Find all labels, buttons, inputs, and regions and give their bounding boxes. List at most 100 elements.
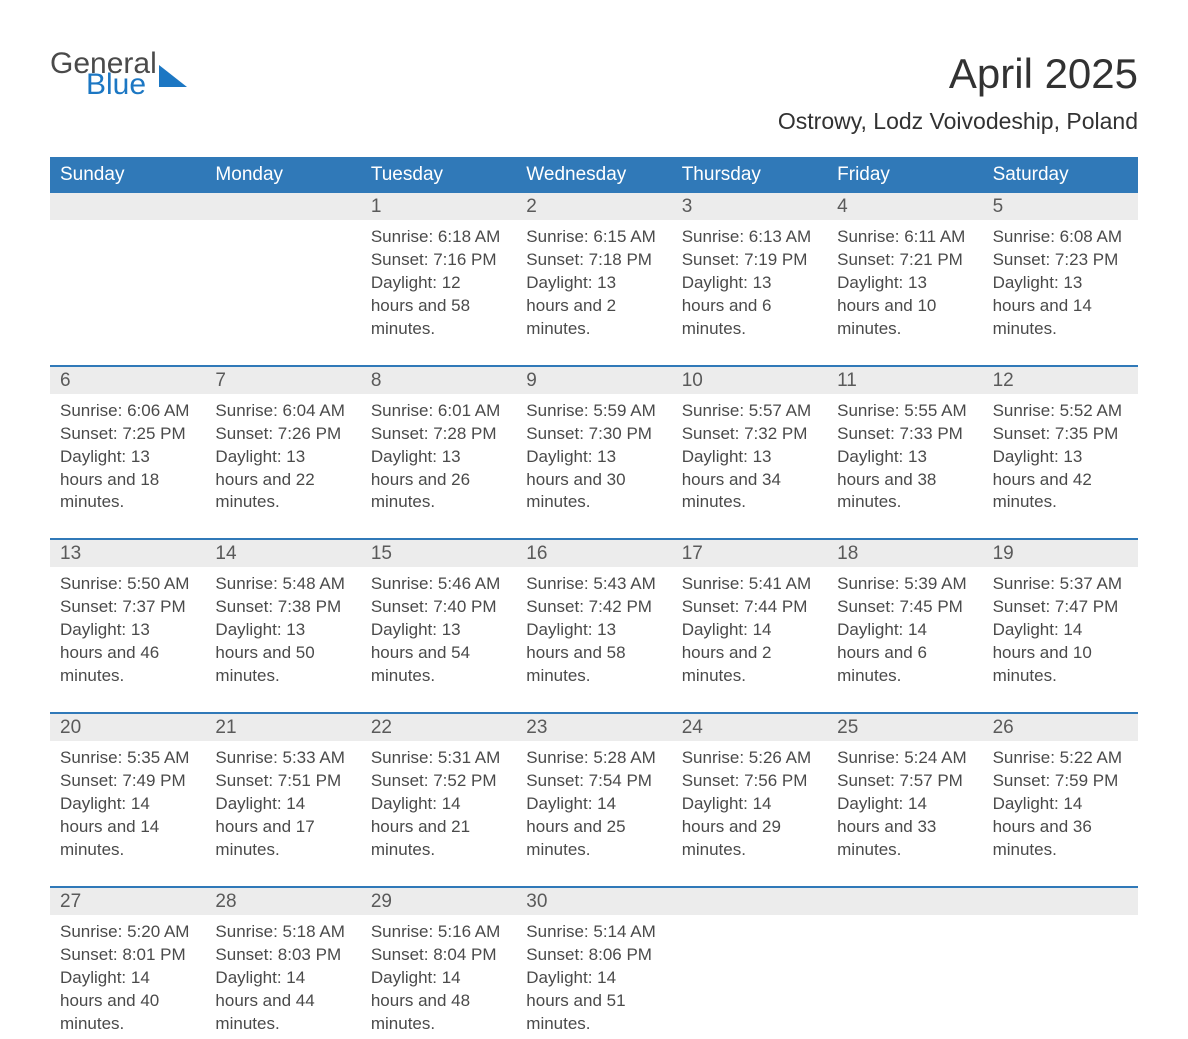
day-line: Sunset: 7:26 PM	[215, 423, 350, 446]
day-cell	[50, 220, 205, 345]
day-cell: Sunrise: 5:20 AMSunset: 8:01 PMDaylight:…	[50, 915, 205, 1039]
day-line: Daylight: 14 hours and 17 minutes.	[215, 793, 350, 862]
daynum-row: 20212223242526	[50, 714, 1138, 741]
day-line: Daylight: 14 hours and 29 minutes.	[682, 793, 817, 862]
logo: General Blue	[50, 50, 187, 98]
day-cell: Sunrise: 6:08 AMSunset: 7:23 PMDaylight:…	[983, 220, 1138, 345]
day-number: 19	[983, 540, 1138, 567]
day-line: Sunset: 8:04 PM	[371, 944, 506, 967]
week-cells: Sunrise: 5:20 AMSunset: 8:01 PMDaylight:…	[50, 915, 1138, 1039]
weekday-label: Monday	[205, 157, 360, 193]
weekday-label: Friday	[827, 157, 982, 193]
day-line: Sunset: 7:21 PM	[837, 249, 972, 272]
day-line: Daylight: 13 hours and 42 minutes.	[993, 446, 1128, 515]
day-cell	[827, 915, 982, 1039]
day-line: Sunset: 7:19 PM	[682, 249, 817, 272]
day-line: Sunset: 7:33 PM	[837, 423, 972, 446]
day-number: 16	[516, 540, 671, 567]
day-cell: Sunrise: 5:14 AMSunset: 8:06 PMDaylight:…	[516, 915, 671, 1039]
day-line: Sunrise: 5:55 AM	[837, 400, 972, 423]
day-number: 25	[827, 714, 982, 741]
day-line: Sunset: 7:28 PM	[371, 423, 506, 446]
day-line: Daylight: 14 hours and 51 minutes.	[526, 967, 661, 1036]
day-cell: Sunrise: 6:18 AMSunset: 7:16 PMDaylight:…	[361, 220, 516, 345]
day-line: Sunrise: 5:43 AM	[526, 573, 661, 596]
day-line: Daylight: 13 hours and 22 minutes.	[215, 446, 350, 515]
day-number: 10	[672, 367, 827, 394]
day-line: Daylight: 13 hours and 2 minutes.	[526, 272, 661, 341]
week-cells: Sunrise: 5:35 AMSunset: 7:49 PM Daylight:…	[50, 741, 1138, 866]
day-cell: Sunrise: 5:55 AMSunset: 7:33 PMDaylight:…	[827, 394, 982, 519]
day-cell: Sunrise: 6:15 AMSunset: 7:18 PMDaylight:…	[516, 220, 671, 345]
day-line: Sunrise: 5:14 AM	[526, 921, 661, 944]
day-line: Daylight: 13 hours and 18 minutes.	[60, 446, 195, 515]
day-line: Daylight: 14 hours and 40 minutes.	[60, 967, 195, 1036]
day-line: Sunset: 7:49 PM	[60, 770, 195, 793]
week: 12345Sunrise: 6:18 AMSunset: 7:16 PMDayl…	[50, 193, 1138, 345]
day-number: 30	[516, 888, 671, 915]
day-cell: Sunrise: 6:01 AMSunset: 7:28 PMDaylight:…	[361, 394, 516, 519]
week-cells: Sunrise: 6:06 AMSunset: 7:25 PMDaylight:…	[50, 394, 1138, 519]
day-line: Daylight: 14 hours and 44 minutes.	[215, 967, 350, 1036]
week-cells: Sunrise: 5:50 AMSunset: 7:37 PMDaylight:…	[50, 567, 1138, 692]
day-number: 3	[672, 193, 827, 220]
day-cell: Sunrise: 5:31 AMSunset: 7:52 PMDaylight:…	[361, 741, 516, 866]
day-line: Sunrise: 5:35 AM	[60, 747, 195, 770]
day-line: Daylight: 13 hours and 14 minutes.	[993, 272, 1128, 341]
daynum-row: 13141516171819	[50, 540, 1138, 567]
day-line: Sunrise: 5:37 AM	[993, 573, 1128, 596]
day-cell: Sunrise: 6:04 AMSunset: 7:26 PMDaylight:…	[205, 394, 360, 519]
day-line: Daylight: 13 hours and 46 minutes.	[60, 619, 195, 688]
day-line: Sunrise: 5:22 AM	[993, 747, 1128, 770]
day-number	[672, 888, 827, 915]
day-line: Daylight: 14 hours and 36 minutes.	[993, 793, 1128, 862]
week: 27282930Sunrise: 5:20 AMSunset: 8:01 PMD…	[50, 886, 1138, 1039]
day-line: Sunset: 7:54 PM	[526, 770, 661, 793]
daynum-row: 6789101112	[50, 367, 1138, 394]
day-cell: Sunrise: 5:26 AMSunset: 7:56 PMDaylight:…	[672, 741, 827, 866]
day-line: Sunset: 7:52 PM	[371, 770, 506, 793]
day-number	[205, 193, 360, 220]
day-line: Sunrise: 5:59 AM	[526, 400, 661, 423]
day-cell: Sunrise: 5:43 AMSunset: 7:42 PMDaylight:…	[516, 567, 671, 692]
day-line: Sunrise: 5:46 AM	[371, 573, 506, 596]
day-cell: Sunrise: 5:39 AMSunset: 7:45 PMDaylight:…	[827, 567, 982, 692]
week: 6789101112Sunrise: 6:06 AMSunset: 7:25 P…	[50, 365, 1138, 519]
week: 20212223242526Sunrise: 5:35 AMSunset: 7:…	[50, 712, 1138, 866]
day-number: 6	[50, 367, 205, 394]
logo-triangle-icon	[159, 65, 187, 87]
day-line: Sunrise: 6:08 AM	[993, 226, 1128, 249]
day-cell	[205, 220, 360, 345]
day-line: Sunset: 7:44 PM	[682, 596, 817, 619]
day-line: Daylight: 13 hours and 30 minutes.	[526, 446, 661, 515]
day-line: Daylight: 14 hours and 48 minutes.	[371, 967, 506, 1036]
day-line: Daylight: 14 hours and 10 minutes.	[993, 619, 1128, 688]
day-line: Sunset: 7:25 PM	[60, 423, 195, 446]
day-line: Sunset: 7:16 PM	[371, 249, 506, 272]
day-number	[827, 888, 982, 915]
day-line: Sunrise: 6:18 AM	[371, 226, 506, 249]
day-number: 29	[361, 888, 516, 915]
day-line: Daylight: 14 hours and 2 minutes.	[682, 619, 817, 688]
day-line: Daylight: 13 hours and 10 minutes.	[837, 272, 972, 341]
day-line: Sunrise: 6:06 AM	[60, 400, 195, 423]
weekday-label: Wednesday	[516, 157, 671, 193]
day-cell: Sunrise: 5:48 AMSunset: 7:38 PMDaylight:…	[205, 567, 360, 692]
day-number: 8	[361, 367, 516, 394]
day-line: Sunrise: 5:18 AM	[215, 921, 350, 944]
weekday-label: Saturday	[983, 157, 1138, 193]
day-number: 4	[827, 193, 982, 220]
day-number: 15	[361, 540, 516, 567]
day-line: Sunset: 8:03 PM	[215, 944, 350, 967]
week: 13141516171819Sunrise: 5:50 AMSunset: 7:…	[50, 538, 1138, 692]
day-line: Sunrise: 5:31 AM	[371, 747, 506, 770]
day-line: Sunset: 7:56 PM	[682, 770, 817, 793]
day-line: Daylight: 14 hours and 6 minutes.	[837, 619, 972, 688]
day-cell: Sunrise: 5:59 AMSunset: 7:30 PMDaylight:…	[516, 394, 671, 519]
day-line: Sunrise: 5:41 AM	[682, 573, 817, 596]
day-line: Sunset: 7:35 PM	[993, 423, 1128, 446]
day-cell: Sunrise: 5:18 AMSunset: 8:03 PMDaylight:…	[205, 915, 360, 1039]
day-cell: Sunrise: 5:46 AMSunset: 7:40 PMDaylight:…	[361, 567, 516, 692]
calendar: SundayMondayTuesdayWednesdayThursdayFrid…	[50, 157, 1138, 1039]
day-number: 20	[50, 714, 205, 741]
